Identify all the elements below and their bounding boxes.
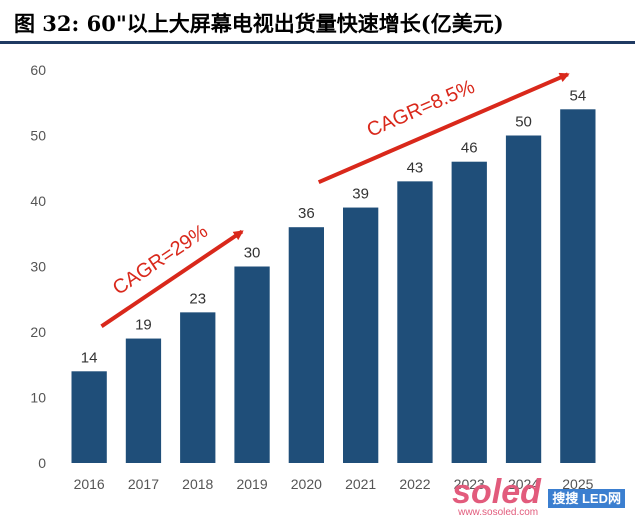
y-tick-label: 0 [38, 455, 46, 471]
y-axis: 0 10 20 30 40 50 60 [30, 62, 46, 471]
data-label: 50 [515, 114, 532, 131]
y-tick-label: 50 [30, 128, 46, 144]
data-label: 30 [244, 245, 261, 262]
chart-title: 图 32: 60"以上大屏幕电视出货量快速增长(亿美元) [14, 11, 504, 36]
x-tick-label: 2020 [291, 476, 322, 492]
data-label: 46 [461, 140, 478, 157]
bar [71, 371, 107, 463]
watermark: soled 搜搜 LED网 www.sosoled.com [452, 473, 625, 518]
y-tick-label: 20 [30, 324, 46, 340]
data-label: 19 [135, 317, 152, 334]
x-tick-label: 2021 [345, 476, 376, 492]
bar-series [71, 109, 596, 464]
y-tick-label: 30 [30, 259, 46, 275]
x-tick-label: 2023 [454, 476, 485, 492]
data-label: 54 [570, 87, 587, 104]
y-tick-label: 40 [30, 193, 46, 209]
watermark-url: www.sosoled.com [458, 507, 539, 518]
bar [505, 135, 542, 463]
x-tick-label: 2016 [74, 476, 105, 492]
bar [397, 181, 433, 463]
title-bar: 图 32: 60"以上大屏幕电视出货量快速增长(亿美元) [0, 0, 635, 44]
x-tick-label: 2025 [562, 476, 593, 492]
data-label: 43 [407, 159, 424, 176]
y-tick-label: 10 [30, 390, 46, 406]
x-tick-label: 2018 [182, 476, 213, 492]
x-axis: 2016 2017 2018 2019 2020 2021 2022 2023 2024 2025 [74, 476, 594, 492]
cagr-label: CAGR=8.5% [364, 76, 479, 142]
bar [125, 338, 162, 463]
x-tick-label: 2017 [128, 476, 159, 492]
watermark-logo: soled [452, 473, 541, 511]
cagr-annotations: CAGR=29%CAGR=8.5% [100, 72, 570, 328]
bar [343, 207, 379, 463]
x-tick-label: 2019 [236, 476, 267, 492]
x-tick-label: 2022 [399, 476, 430, 492]
bar [288, 227, 324, 463]
data-label: 36 [298, 205, 315, 222]
data-labels: 14 19 23 30 36 39 43 46 50 54 [81, 87, 586, 366]
data-label: 39 [352, 186, 369, 203]
bar [451, 161, 487, 463]
bar [234, 266, 270, 463]
bar [180, 312, 216, 463]
cagr-arrow [100, 229, 244, 328]
bar [560, 109, 596, 464]
watermark-badge: 搜搜 LED网 [548, 489, 625, 509]
data-label: 14 [81, 349, 98, 366]
data-label: 23 [189, 290, 206, 307]
cagr-arrow [317, 72, 570, 185]
y-tick-label: 60 [30, 62, 46, 78]
x-tick-label: 2024 [508, 476, 539, 492]
